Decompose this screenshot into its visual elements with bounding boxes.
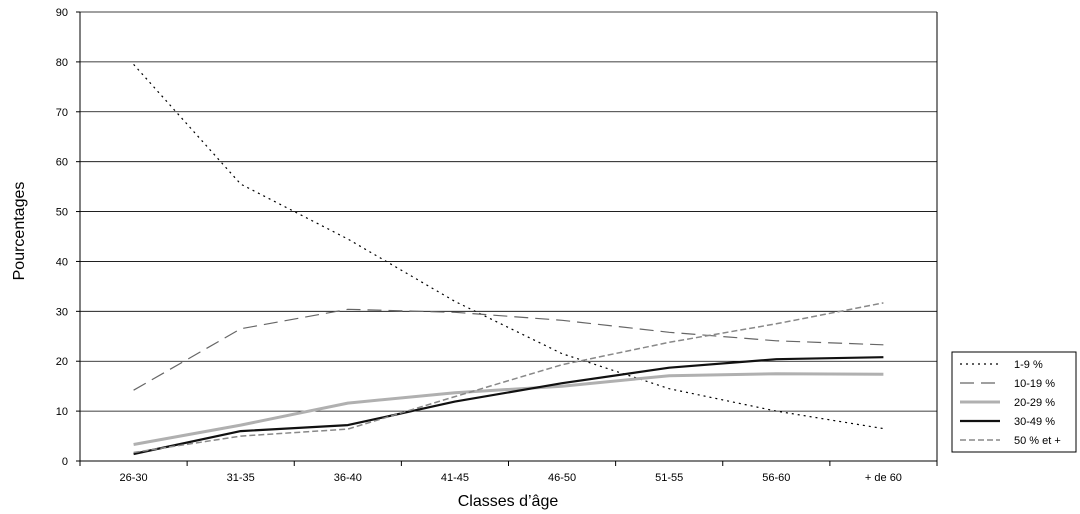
- series-lines: [133, 63, 884, 456]
- legend-label: 30-49 %: [1014, 416, 1055, 428]
- series-line-4: [133, 302, 884, 454]
- series-line-2: [133, 372, 884, 446]
- y-tick-label: 70: [56, 107, 68, 119]
- x-tick-label: 51-55: [655, 472, 683, 484]
- x-tick-label: 56-60: [762, 472, 790, 484]
- y-tick-labels: 0 10 20 30 40 50 60 70 80 90: [56, 7, 68, 468]
- x-tick-label: 31-35: [227, 472, 255, 484]
- y-tick-label: 80: [56, 57, 68, 69]
- y-tick-label: 10: [56, 406, 68, 418]
- series-line-3: [133, 356, 884, 456]
- legend-label: 1-9 %: [1014, 359, 1043, 371]
- series-line-1: [133, 308, 884, 391]
- legend: 1-9 % 10-19 % 20-29 % 30-49 % 50 % et +: [951, 351, 1077, 453]
- x-tick-labels: 26-30 31-35 36-40 41-45 46-50 51-55 56-60 + de …: [119, 472, 901, 484]
- series-line-0: [133, 63, 884, 430]
- y-axis-title: Pourcentages: [11, 182, 28, 281]
- legend-label: 50 % et +: [1014, 435, 1061, 447]
- axes: [76, 11, 938, 466]
- legend-label: 10-19 %: [1014, 378, 1055, 390]
- y-tick-label: 0: [62, 456, 68, 468]
- x-tick-label: 26-30: [119, 472, 147, 484]
- y-tick-label: 40: [56, 256, 68, 268]
- x-tick-label: 36-40: [334, 472, 362, 484]
- legend-label: 20-29 %: [1014, 397, 1055, 409]
- y-tick-label: 50: [56, 207, 68, 219]
- x-axis-title: Classes d’âge: [458, 493, 559, 510]
- x-tick-label: 41-45: [441, 472, 469, 484]
- grid-lines: [80, 11, 937, 412]
- x-tick-label: + de 60: [865, 472, 902, 484]
- y-tick-label: 30: [56, 306, 68, 318]
- x-tick-label: 46-50: [548, 472, 576, 484]
- y-tick-label: 20: [56, 356, 68, 368]
- y-tick-label: 60: [56, 157, 68, 169]
- y-tick-label: 90: [56, 7, 68, 19]
